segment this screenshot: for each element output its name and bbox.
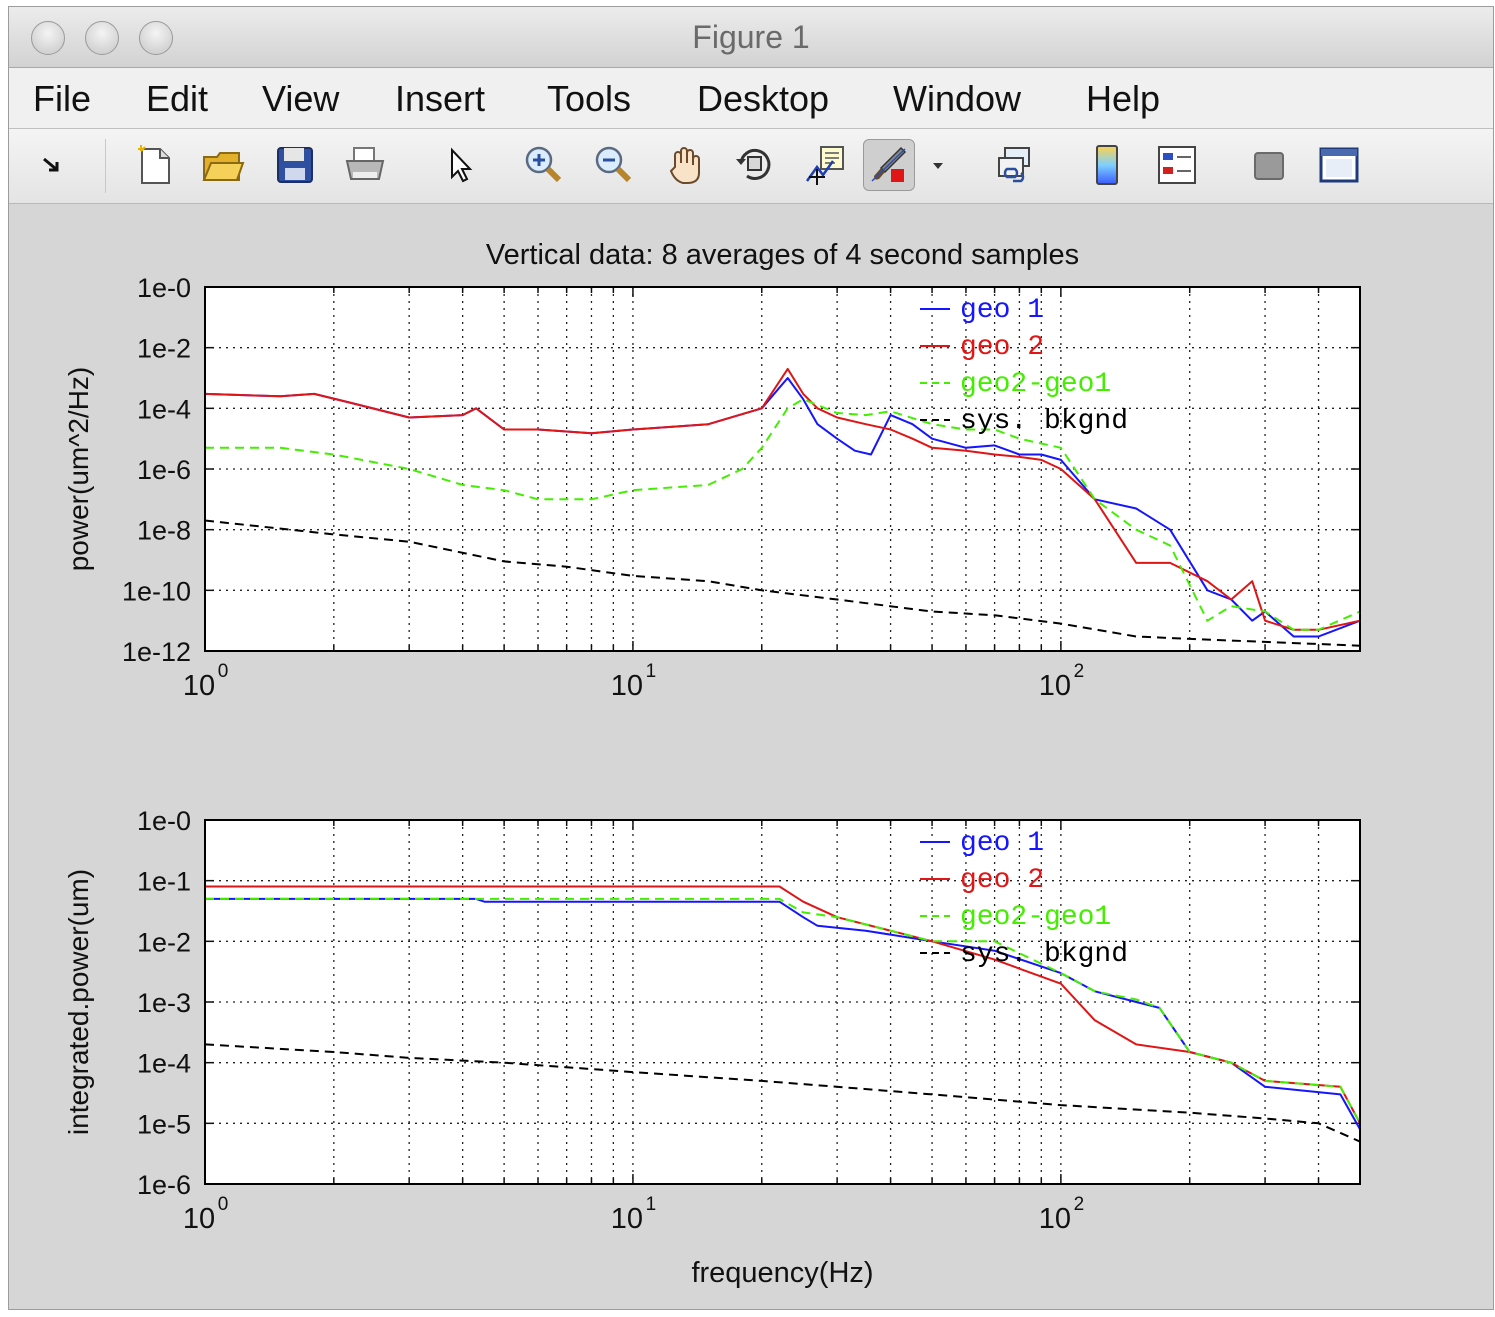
window-title: Figure 1: [692, 19, 810, 55]
menu-edit[interactable]: Edit: [146, 78, 209, 119]
y-axis-label: integrated.power(um): [63, 869, 94, 1135]
y-tick-label: 1e-5: [137, 1109, 191, 1139]
hide-plot-tools-icon[interactable]: [1243, 139, 1295, 191]
menu-tools[interactable]: Tools: [547, 78, 632, 119]
x-tick-exponent: 0: [218, 661, 229, 682]
menu-desktop[interactable]: Desktop: [697, 78, 830, 119]
data-cursor-icon[interactable]: [799, 139, 851, 191]
legend-label: geo2-geo1: [960, 369, 1111, 400]
y-tick-label: 1e-4: [137, 394, 191, 424]
y-tick-label: 1e-6: [137, 455, 191, 485]
menu-help[interactable]: Help: [1086, 78, 1161, 119]
show-plot-tools-icon[interactable]: [1313, 139, 1365, 191]
y-tick-label: 1e-8: [137, 516, 191, 546]
legend-label: geo2-geo1: [960, 902, 1111, 933]
x-tick-label: 10: [1039, 670, 1071, 702]
zoom-in-icon[interactable]: [517, 139, 569, 191]
series-line: [205, 398, 1360, 631]
toolbar-separator: [105, 139, 106, 193]
series-line: [205, 519, 1360, 647]
chart-title: Vertical data: 8 averages of 4 second sa…: [486, 239, 1079, 271]
legend-label: geo 1: [960, 828, 1044, 859]
zoom-out-icon[interactable]: [587, 139, 639, 191]
title-bar[interactable]: Figure 1: [9, 7, 1493, 68]
brush-icon[interactable]: [863, 139, 915, 191]
plot-area: [205, 820, 1360, 1184]
x-tick-label: 10: [1039, 1203, 1071, 1235]
x-tick-label: 10: [611, 1203, 643, 1235]
series-line: [205, 367, 1360, 631]
y-tick-label: 1e-4: [137, 1049, 191, 1079]
axes-frame: [204, 286, 1361, 652]
print-icon[interactable]: [339, 139, 391, 191]
x-tick-exponent: 1: [646, 661, 657, 682]
y-axis-label: power(um^2/Hz): [63, 367, 94, 572]
legend-label: geo 1: [960, 295, 1044, 326]
menu-window[interactable]: Window: [893, 78, 1022, 119]
zoom-window-button[interactable]: [139, 21, 173, 55]
x-tick-exponent: 1: [646, 1194, 657, 1215]
rotate-3d-icon[interactable]: [729, 139, 781, 191]
x-tick-exponent: 0: [218, 1194, 229, 1215]
legend-label: geo 2: [960, 332, 1044, 363]
y-tick-label: 1e-1: [137, 867, 191, 897]
y-tick-label: 1e-10: [122, 576, 191, 606]
y-tick-label: 1e-2: [137, 927, 191, 957]
menu-insert[interactable]: Insert: [395, 78, 486, 119]
legend-label: geo 2: [960, 865, 1044, 896]
axes-frame: [204, 819, 1361, 1185]
axes-2: 1e-01e-11e-21e-31e-41e-51e-610 0 10 1 10 2geo…: [63, 806, 1361, 1289]
series-line: [205, 897, 1360, 1124]
series-line: [205, 1043, 1360, 1143]
y-tick-label: 1e-6: [137, 1170, 191, 1200]
toolbar: [9, 129, 1493, 204]
y-tick-label: 1e-12: [122, 637, 191, 667]
menu-bar: File Edit View Insert Tools Desktop Wind…: [9, 68, 1493, 129]
menu-view[interactable]: View: [262, 78, 340, 119]
legend-label: sys. bkgnd: [960, 406, 1128, 437]
link-plot-icon[interactable]: [989, 139, 1041, 191]
x-tick-label: 10: [611, 670, 643, 702]
y-tick-label: 1e-0: [137, 806, 191, 836]
menu-file[interactable]: File: [33, 78, 92, 119]
y-tick-label: 1e-2: [137, 334, 191, 364]
legend-icon[interactable]: [1151, 139, 1203, 191]
colorbar-icon[interactable]: [1081, 139, 1133, 191]
x-tick-label: 10: [183, 1203, 215, 1235]
docked-arrow-icon[interactable]: [25, 139, 77, 191]
save-icon[interactable]: [269, 139, 321, 191]
plot-area: [205, 287, 1360, 651]
new-figure-icon[interactable]: [129, 139, 181, 191]
close-window-button[interactable]: [31, 21, 65, 55]
x-tick-label: 10: [183, 670, 215, 702]
brush-dropdown-icon[interactable]: [921, 139, 955, 191]
x-axis-label: frequency(Hz): [691, 1257, 873, 1289]
y-tick-label: 1e-3: [137, 988, 191, 1018]
legend-label: sys. bkgnd: [960, 939, 1128, 970]
x-tick-exponent: 2: [1074, 1194, 1085, 1215]
edit-plot-cursor-icon[interactable]: [433, 139, 485, 191]
open-file-icon[interactable]: [197, 139, 249, 191]
minimize-window-button[interactable]: [85, 21, 119, 55]
pan-hand-icon[interactable]: [659, 139, 711, 191]
x-tick-exponent: 2: [1074, 661, 1085, 682]
y-tick-label: 1e-0: [137, 273, 191, 303]
